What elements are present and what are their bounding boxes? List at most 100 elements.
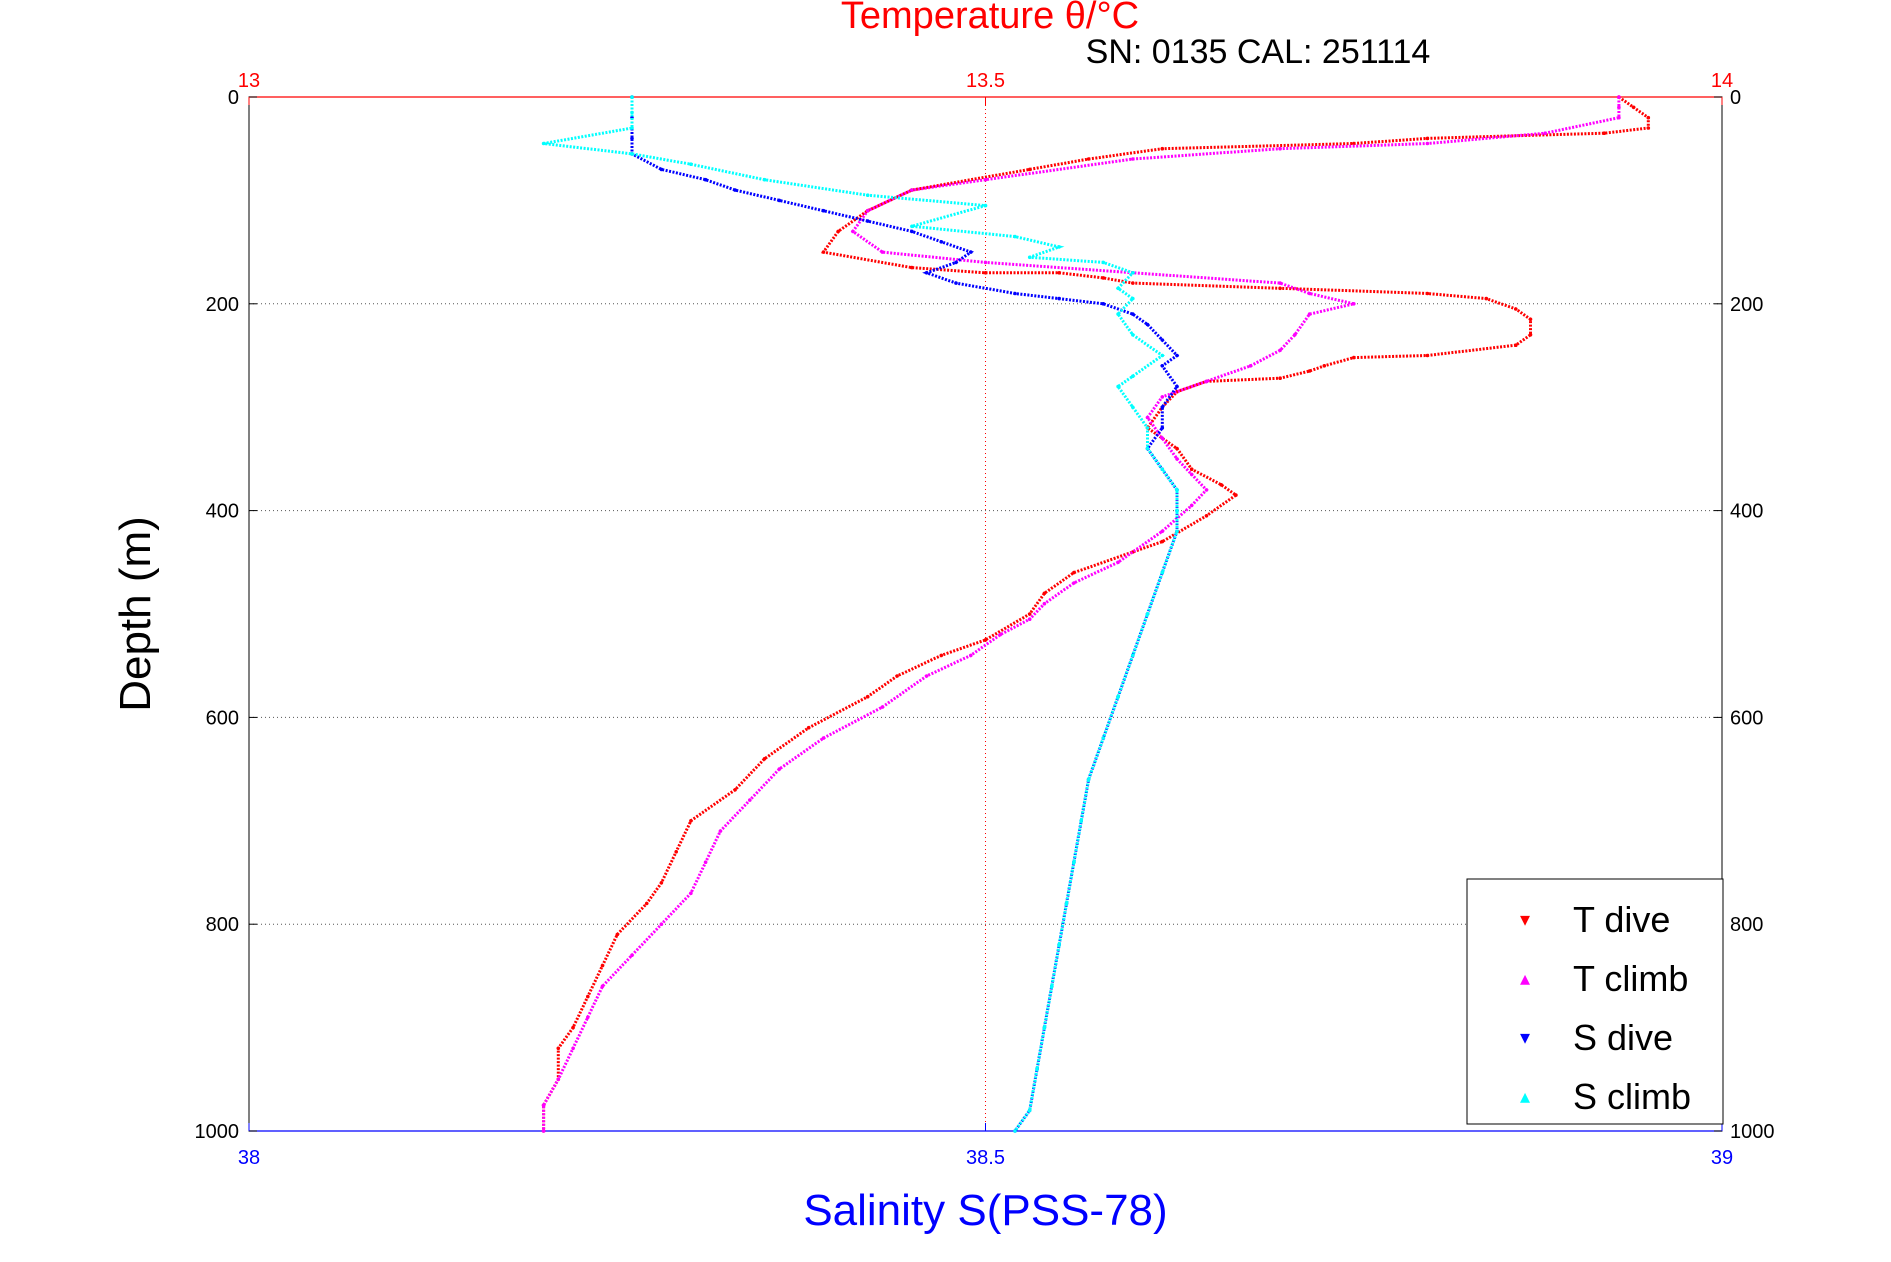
y-tick-label: 1000 — [195, 1121, 240, 1143]
data-point — [1013, 291, 1017, 296]
data-point — [1101, 736, 1106, 740]
data-point — [1116, 384, 1120, 389]
data-point — [1646, 115, 1651, 120]
data-point — [1189, 503, 1194, 508]
data-point — [1278, 281, 1282, 285]
data-point — [1072, 581, 1076, 585]
data-point — [836, 229, 840, 234]
data-point — [1425, 141, 1430, 146]
data-point — [1234, 493, 1238, 497]
data-point — [718, 829, 723, 833]
data-point — [586, 1015, 590, 1020]
data-point — [1425, 353, 1430, 358]
data-point — [1204, 514, 1209, 518]
data-point — [1057, 943, 1061, 947]
series-s-climb — [541, 95, 1179, 1133]
data-point — [600, 963, 605, 968]
data-point — [586, 994, 590, 999]
x-axis-label: Salinity S(PSS-78) — [803, 1186, 1167, 1235]
data-point — [1352, 302, 1356, 306]
legend: ▾ T dive ▴ T climb ▾ S dive ▴ S climb — [1466, 878, 1724, 1125]
data-point — [910, 188, 914, 192]
y-tick-label: 0 — [228, 87, 239, 109]
y-tick-label-right: 1000 — [1730, 1121, 1775, 1143]
data-point — [630, 110, 634, 115]
data-point — [1101, 260, 1106, 265]
data-point — [659, 881, 664, 885]
data-point — [762, 177, 767, 182]
data-point — [1175, 384, 1179, 389]
data-point — [1617, 95, 1621, 99]
legend-box — [1466, 878, 1724, 1125]
x-bottom-tick-label: 39 — [1711, 1147, 1733, 1169]
data-point — [1101, 276, 1106, 280]
data-point — [1160, 395, 1165, 399]
data-point — [1160, 436, 1165, 441]
data-point — [1079, 819, 1083, 823]
data-point — [1484, 296, 1489, 301]
data-point — [1425, 136, 1430, 141]
data-point — [1514, 307, 1518, 311]
data-point — [1013, 1129, 1017, 1133]
data-point — [1042, 601, 1047, 606]
data-point — [1145, 322, 1150, 327]
data-point — [983, 638, 988, 642]
data-point — [910, 265, 914, 270]
data-point — [969, 653, 973, 658]
y-axis-label: Depth (m) — [111, 516, 160, 712]
data-point — [689, 819, 693, 823]
data-point — [1072, 860, 1076, 864]
data-point — [1013, 234, 1017, 239]
data-point — [1116, 286, 1120, 291]
data-point — [1131, 405, 1135, 410]
data-point — [571, 1046, 575, 1051]
data-point — [910, 229, 914, 234]
data-point — [806, 725, 811, 730]
y-tick-label: 200 — [206, 294, 239, 316]
y-tick-label-right: 800 — [1730, 914, 1763, 936]
data-point — [1145, 612, 1150, 616]
data-point — [983, 203, 988, 208]
data-point — [1175, 457, 1179, 461]
series-trace — [542, 97, 1621, 1131]
data-point — [1131, 157, 1135, 161]
data-point — [1131, 281, 1135, 285]
data-point — [1293, 333, 1297, 337]
x-top-tick-label: 14 — [1711, 70, 1733, 92]
data-point — [1027, 255, 1032, 260]
legend-marker: ▴ — [1520, 1086, 1530, 1108]
data-point — [1528, 333, 1533, 337]
y-tick-label-right: 600 — [1730, 707, 1763, 729]
data-point — [777, 767, 782, 771]
data-point — [1027, 612, 1032, 616]
data-point — [1160, 570, 1165, 575]
data-point — [1160, 426, 1165, 430]
data-point — [1160, 353, 1165, 358]
y-tick-label: 800 — [206, 914, 239, 936]
data-point — [674, 850, 678, 854]
data-point — [865, 694, 870, 699]
data-point — [556, 1077, 561, 1082]
data-point — [556, 1046, 561, 1051]
data-point — [1160, 529, 1165, 534]
data-point — [998, 632, 1002, 637]
series-s-dive — [630, 95, 1180, 1133]
axis-ticks: 0 0 200 200 400 400 600 600 800 800 1000 1000 38 38.5… — [195, 70, 1775, 1169]
data-point — [821, 250, 826, 254]
data-point — [733, 188, 737, 192]
data-point — [659, 167, 664, 172]
data-point — [954, 281, 958, 285]
data-point — [1204, 488, 1209, 492]
data-point — [1116, 694, 1120, 699]
data-point — [630, 95, 634, 99]
data-point — [1050, 984, 1054, 988]
data-point — [1116, 560, 1120, 565]
data-point — [703, 860, 708, 864]
data-point — [1189, 467, 1194, 472]
data-point — [1278, 348, 1282, 353]
data-point — [571, 1025, 575, 1030]
data-point — [1160, 405, 1165, 410]
data-point — [821, 736, 826, 740]
data-point — [1131, 296, 1135, 301]
data-point — [1101, 302, 1106, 306]
